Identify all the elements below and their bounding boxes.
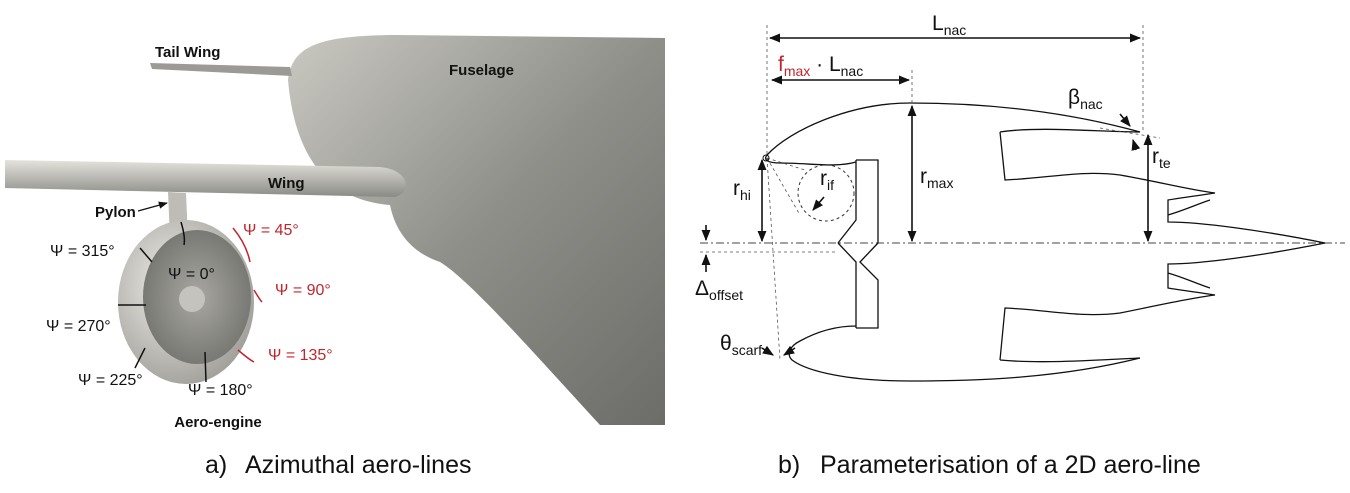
azimuth-label: Ψ = 135° (268, 347, 333, 364)
symbol-sub: nac (841, 63, 864, 79)
symbol-f-max-l-nac: fmax · Lnac (778, 53, 863, 79)
azimuth-label: Ψ = 225° (78, 372, 143, 389)
caption: Parameterisation of a 2D aero-line (820, 451, 1201, 479)
aero-line-marks (118, 221, 263, 383)
symbol-r-te: rte (1152, 145, 1171, 171)
label-pylon: Pylon (95, 204, 136, 221)
symbol-main: Δ (695, 277, 709, 300)
panel-a: Tail Wing Fuselage Wing Pylon Aero-engin… (5, 35, 665, 479)
symbol-main: r (1152, 145, 1159, 168)
symbol-beta-nac: βnac (1068, 86, 1103, 112)
nacelle-upper (765, 102, 1141, 166)
symbol-sub: scarf (732, 342, 762, 358)
symbol-sub: if (827, 177, 834, 193)
symbol-main: · L (810, 53, 840, 76)
symbol-main: θ (720, 332, 732, 355)
label-aero-engine: Aero-engine (174, 414, 262, 431)
azimuth-label: Ψ = 180° (188, 382, 253, 399)
azimuth-label: Ψ = 90° (275, 282, 331, 299)
panel-b: Lnac fmax · Lnac βnac rhi rif rmax rte Δ… (695, 12, 1345, 479)
symbol-sub: te (1159, 155, 1171, 171)
symbol-main: f (778, 53, 784, 76)
tail-wing-shape (150, 63, 292, 76)
symbol-main: r (820, 167, 827, 190)
symbol-main: r (920, 165, 927, 188)
symbol-r-if: rif (820, 167, 834, 193)
label-wing: Wing (268, 175, 305, 192)
caption-marker: a) (205, 451, 227, 479)
symbol-main: L (932, 12, 944, 35)
symbol-r-hi: rhi (733, 177, 751, 203)
symbol-delta-offset: Δoffset (695, 277, 743, 303)
caption: Azimuthal aero-lines (245, 451, 472, 479)
symbol-sub: nac (1080, 96, 1103, 112)
beta-pointer (1119, 113, 1131, 127)
plug (1167, 199, 1326, 289)
spinner (179, 286, 205, 312)
label-fuselage: Fuselage (449, 62, 514, 79)
scarf-line (766, 157, 781, 361)
r-if-circle (797, 164, 855, 222)
azimuth-label: Ψ = 315° (50, 243, 115, 260)
pylon-pointer (137, 201, 168, 212)
cone-line (766, 157, 806, 171)
symbol-main: β (1068, 86, 1080, 109)
core-upper (999, 128, 1216, 205)
scarf-pointer (783, 345, 796, 356)
cone-line (766, 157, 801, 216)
nacelle-lower (788, 325, 1141, 382)
symbol-sub: max (927, 175, 953, 191)
symbol-main: r (733, 177, 740, 200)
symbol-sub: max (784, 63, 810, 79)
azimuth-label: Ψ = 45° (243, 222, 299, 239)
wing-shape (5, 160, 406, 197)
spinner-b (837, 160, 857, 328)
symbol-theta-scarf: θscarf (720, 332, 762, 358)
le-circle (762, 154, 770, 162)
azimuth-label: Ψ = 270° (46, 318, 111, 335)
beta-pointer (1131, 138, 1141, 151)
label-tail-wing: Tail Wing (155, 44, 220, 61)
symbol-l-nac: Lnac (932, 12, 966, 38)
core-lower (999, 283, 1216, 363)
fan-lower (856, 242, 879, 329)
fuselage-shape (288, 35, 665, 425)
azimuth-label: Ψ = 0° (168, 266, 215, 283)
symbol-sub: hi (740, 187, 751, 203)
r-if-pointer (812, 196, 825, 211)
symbol-sub: nac (944, 22, 967, 38)
symbol-sub: offset (709, 287, 743, 303)
fan-upper (856, 159, 879, 243)
caption-marker: b) (778, 451, 800, 479)
scarf-pointer (761, 345, 774, 356)
symbol-r-max: rmax (920, 165, 953, 191)
